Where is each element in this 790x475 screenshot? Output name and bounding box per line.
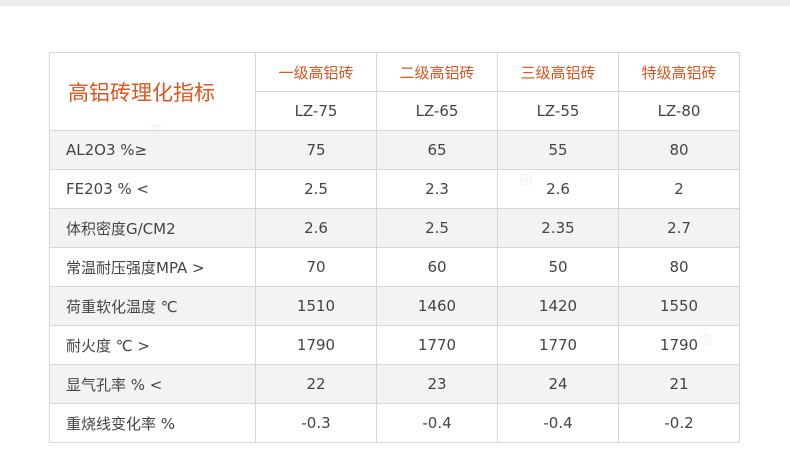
- table-cell: 1510: [255, 286, 377, 326]
- table-cell: 21: [618, 364, 740, 404]
- table-cell: 75: [255, 130, 377, 170]
- table-cell: 1790: [255, 325, 377, 365]
- table-cell: 2.6: [255, 208, 377, 248]
- row-label: 显气孔率 % <: [49, 364, 256, 404]
- table-cell: 2.5: [376, 208, 498, 248]
- row-label: 荷重软化温度 ℃: [49, 286, 256, 326]
- row-label: 体积密度G/CM2: [49, 208, 256, 248]
- table-cell: 2.5: [255, 169, 377, 209]
- grade-header: 三级高铝砖: [497, 52, 619, 92]
- model-code: LZ-55: [497, 91, 619, 131]
- table-row: 荷重软化温度 ℃ 1510 1460 1420 1550: [49, 286, 740, 326]
- table-cell: 60: [376, 247, 498, 287]
- row-label: 重烧线变化率 %: [49, 403, 256, 443]
- table-cell: 2.7: [618, 208, 740, 248]
- table-cell: 80: [618, 247, 740, 287]
- table-title: 高铝砖理化指标: [49, 52, 256, 131]
- grade-header: 二级高铝砖: [376, 52, 498, 92]
- table-row: 重烧线变化率 % -0.3 -0.4 -0.4 -0.2: [49, 403, 740, 443]
- table-cell: 1460: [376, 286, 498, 326]
- table-cell: 1770: [497, 325, 619, 365]
- table-cell: 2.6: [497, 169, 619, 209]
- table-cell: 22: [255, 364, 377, 404]
- model-code: LZ-80: [618, 91, 740, 131]
- model-code: LZ-75: [255, 91, 377, 131]
- table-cell: 2.35: [497, 208, 619, 248]
- table-row: 耐火度 ℃ > 1790 1770 1770 1790: [49, 325, 740, 365]
- grade-header: 特级高铝砖: [618, 52, 740, 92]
- top-divider-bar: [0, 0, 790, 6]
- row-label: 耐火度 ℃ >: [49, 325, 256, 365]
- table-cell: -0.4: [497, 403, 619, 443]
- table-cell: 1790: [618, 325, 740, 365]
- table-cell: 24: [497, 364, 619, 404]
- row-label: FE203 % <: [49, 169, 256, 209]
- table-cell: 1420: [497, 286, 619, 326]
- table-cell: 65: [376, 130, 498, 170]
- table-row: FE203 % < 2.5 2.3 2.6 2: [49, 169, 740, 209]
- table-cell: -0.4: [376, 403, 498, 443]
- table-cell: 80: [618, 130, 740, 170]
- table-cell: 55: [497, 130, 619, 170]
- table-cell: 2.3: [376, 169, 498, 209]
- table-row: AL2O3 %≥ 75 65 55 80: [49, 130, 740, 170]
- grade-header: 一级高铝砖: [255, 52, 377, 92]
- model-header-row: LZ-75 LZ-65 LZ-55 LZ-80: [50, 91, 740, 131]
- table-row: 常温耐压强度MPA > 70 60 50 80: [49, 247, 740, 287]
- row-label: AL2O3 %≥: [49, 130, 256, 170]
- table-cell: 23: [376, 364, 498, 404]
- table-cell: -0.2: [618, 403, 740, 443]
- table-cell: 2: [618, 169, 740, 209]
- table-row: 显气孔率 % < 22 23 24 21: [49, 364, 740, 404]
- table-row: 体积密度G/CM2 2.6 2.5 2.35 2.7: [49, 208, 740, 248]
- row-label: 常温耐压强度MPA >: [49, 247, 256, 287]
- table-cell: 1770: [376, 325, 498, 365]
- grade-header-row: 高铝砖理化指标 一级高铝砖 二级高铝砖 三级高铝砖 特级高铝砖: [49, 52, 740, 131]
- model-code: LZ-65: [376, 91, 498, 131]
- table-cell: 1550: [618, 286, 740, 326]
- table-cell: 50: [497, 247, 619, 287]
- table-cell: 70: [255, 247, 377, 287]
- spec-table: 高铝砖理化指标 一级高铝砖 二级高铝砖 三级高铝砖 特级高铝砖 LZ-75 LZ…: [49, 52, 740, 443]
- table-cell: -0.3: [255, 403, 377, 443]
